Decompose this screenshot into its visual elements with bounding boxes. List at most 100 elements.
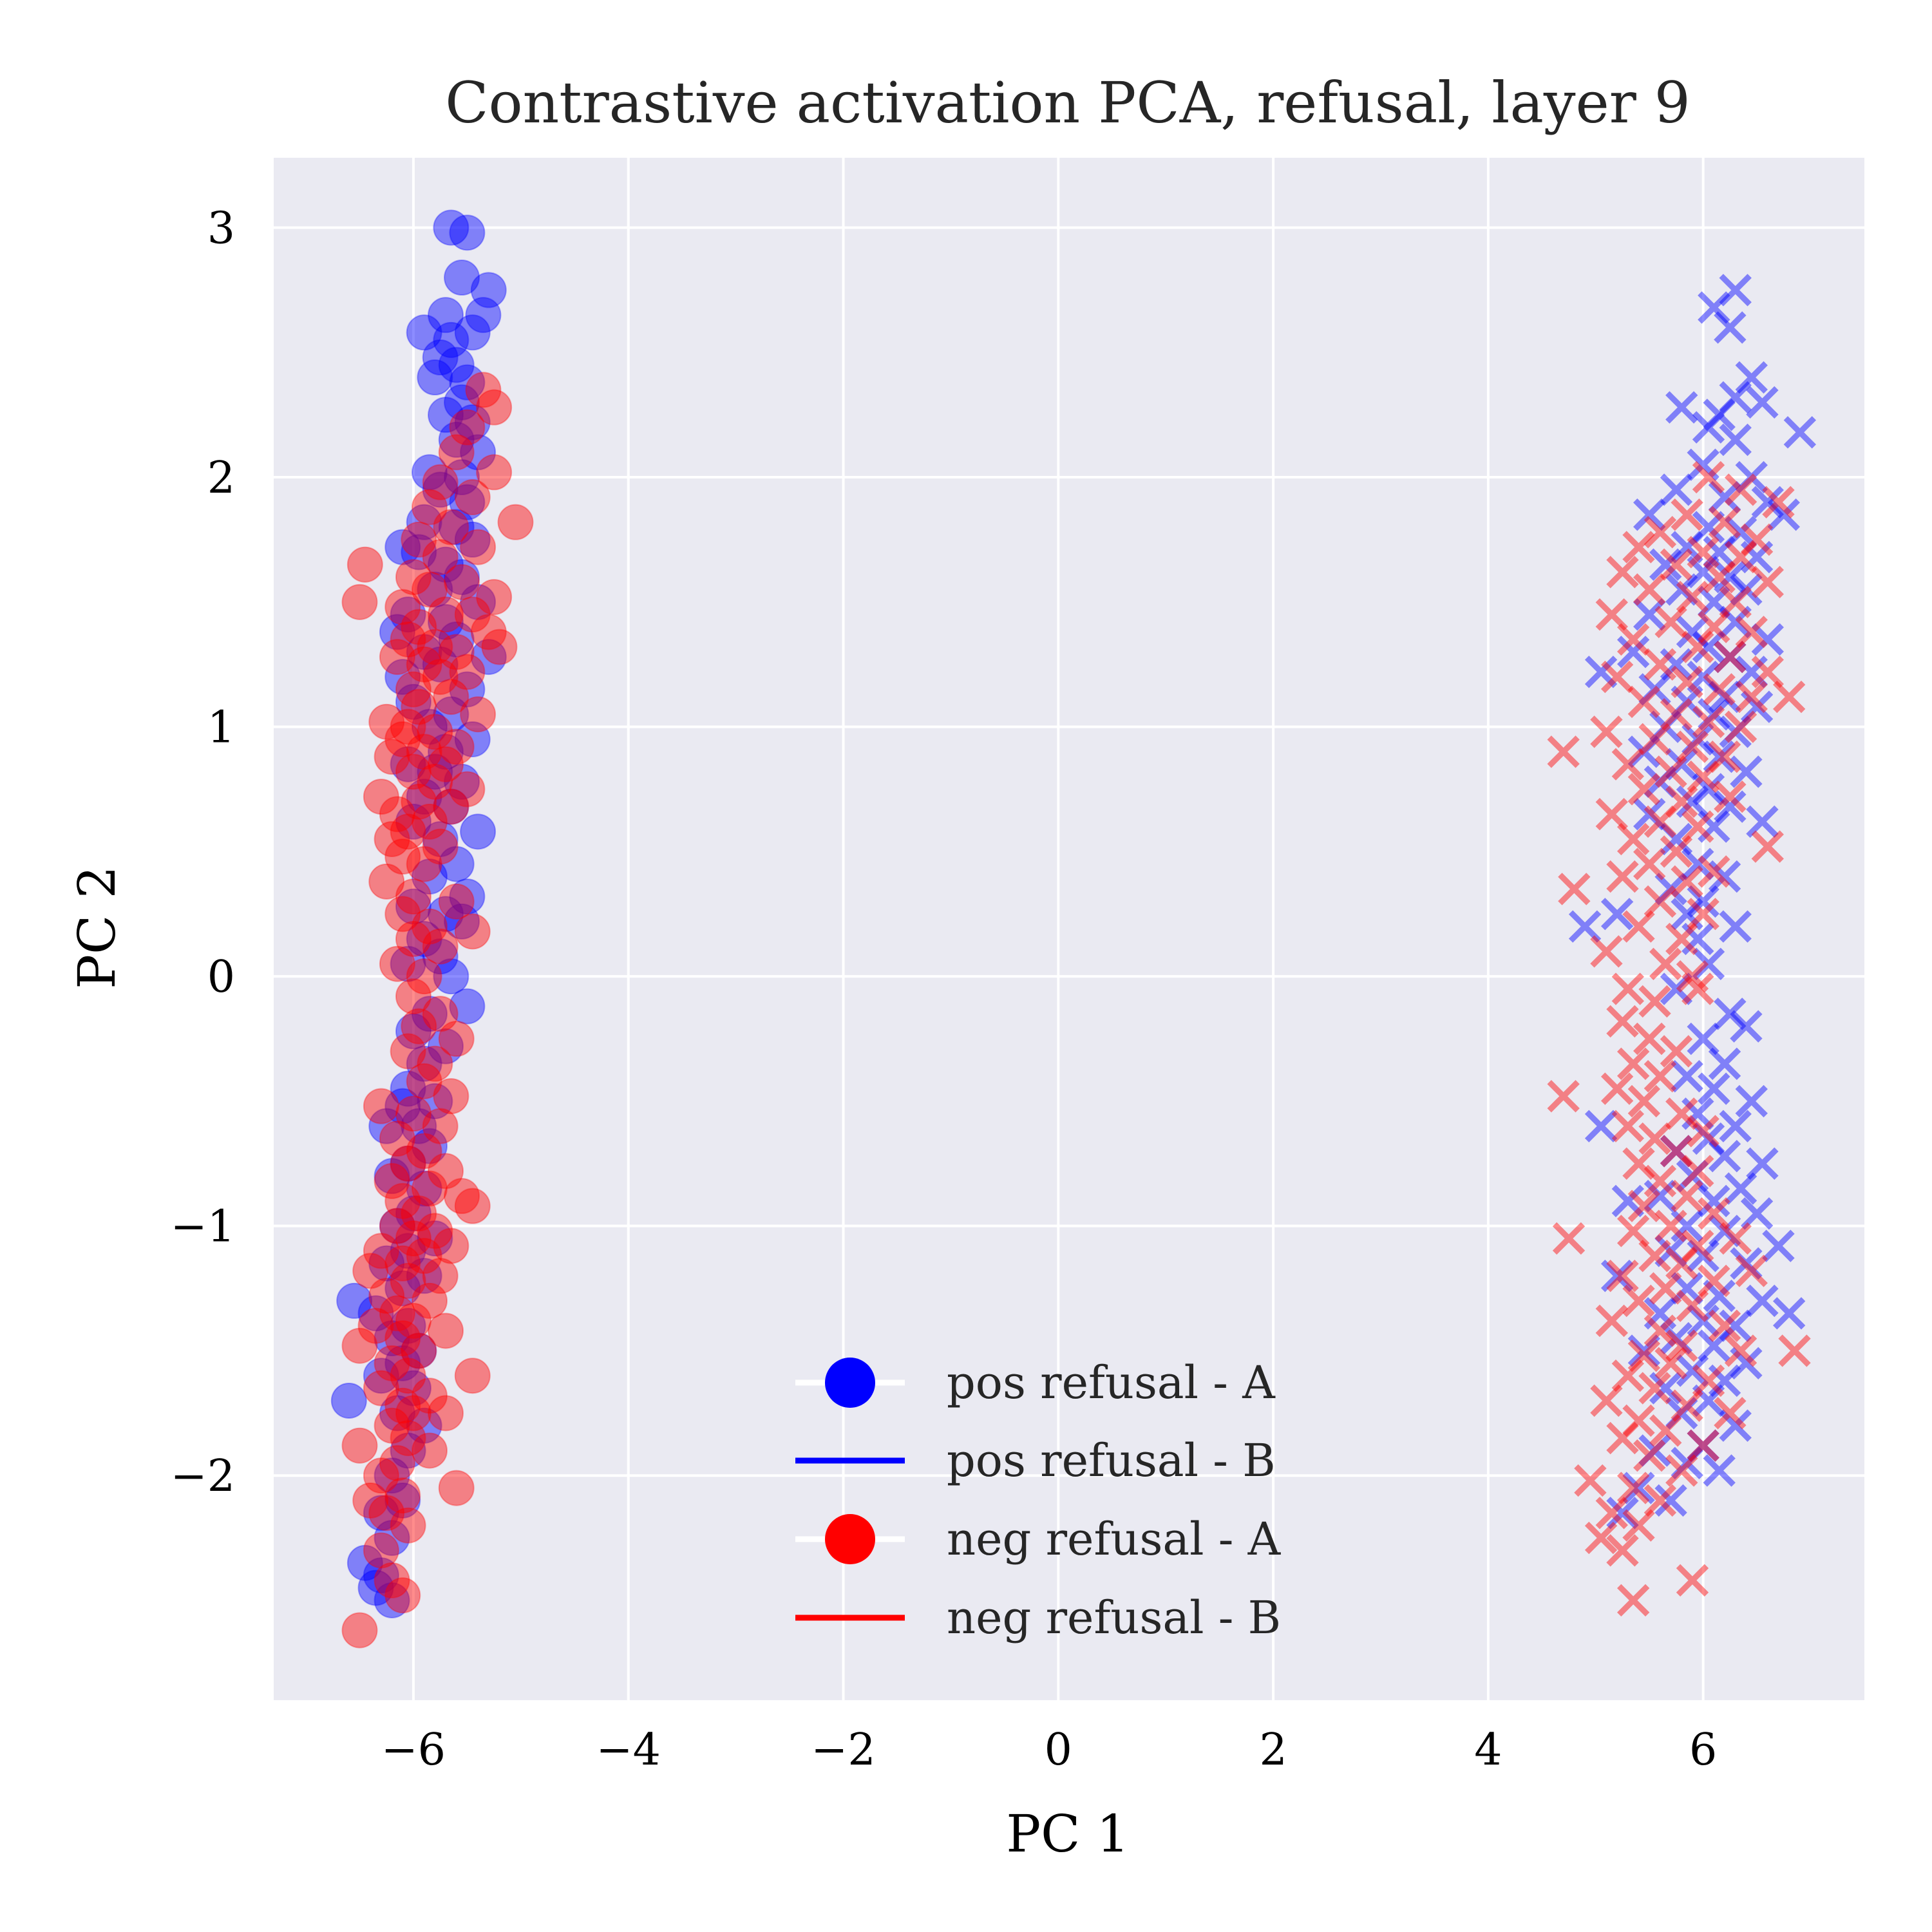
data-point	[1708, 1139, 1741, 1173]
data-point	[1708, 480, 1741, 514]
data-point	[1622, 1404, 1655, 1437]
data-point	[1671, 685, 1703, 719]
data-point	[406, 1045, 442, 1082]
data-point	[1649, 1272, 1682, 1305]
data-point	[1654, 1235, 1687, 1267]
data-point	[406, 1407, 442, 1444]
data-point	[1643, 1314, 1677, 1347]
data-point	[411, 996, 448, 1032]
data-point	[1584, 656, 1618, 688]
legend-entry: pos refusal - A	[795, 1356, 1276, 1409]
data-point	[417, 753, 453, 790]
data-point	[1740, 1197, 1774, 1230]
data-point	[1703, 398, 1736, 431]
data-point	[406, 779, 442, 815]
data-point	[428, 596, 464, 633]
data-point	[1698, 698, 1730, 731]
data-point	[1676, 1354, 1709, 1387]
data-point	[454, 1188, 491, 1224]
data-point	[1643, 765, 1677, 799]
data-point	[379, 1208, 415, 1244]
data-point	[1600, 898, 1634, 931]
data-point	[1622, 1284, 1655, 1318]
data-point	[1762, 1229, 1795, 1262]
data-point	[1660, 1321, 1693, 1355]
data-point	[1714, 640, 1747, 674]
data-point	[357, 1569, 394, 1606]
plot-area	[274, 158, 1864, 1700]
data-point	[433, 209, 469, 246]
data-point	[460, 529, 497, 565]
data-point	[363, 779, 399, 815]
data-point	[1714, 560, 1747, 594]
data-point	[1627, 1334, 1661, 1367]
data-point	[1590, 1384, 1623, 1417]
data-point	[1660, 1135, 1693, 1168]
data-point	[1692, 1122, 1725, 1155]
data-point	[384, 1088, 421, 1124]
legend-label: pos refusal - B	[947, 1434, 1276, 1487]
data-point	[1730, 1247, 1763, 1280]
data-point	[1698, 1184, 1730, 1218]
data-point	[1735, 656, 1768, 688]
data-point	[444, 903, 480, 940]
data-point	[454, 479, 491, 516]
data-point	[1687, 448, 1719, 481]
data-point	[1735, 1084, 1768, 1118]
data-point	[460, 583, 497, 620]
data-point	[379, 796, 415, 833]
y-tick-label: −1	[171, 1202, 235, 1253]
data-point	[1692, 411, 1725, 444]
data-point	[1751, 565, 1784, 599]
data-point	[428, 546, 464, 583]
data-point	[401, 609, 437, 645]
data-point	[1643, 805, 1677, 838]
data-point	[422, 820, 459, 857]
data-point	[390, 708, 426, 745]
data-point	[438, 509, 475, 545]
data-point	[1665, 1097, 1698, 1130]
data-point	[449, 484, 486, 520]
data-point	[390, 1033, 426, 1070]
data-point	[390, 1358, 426, 1394]
data-point	[395, 1013, 431, 1050]
data-point	[1692, 1384, 1725, 1417]
data-point	[1671, 665, 1703, 699]
data-point	[1692, 511, 1725, 544]
data-point	[1665, 391, 1698, 424]
data-point	[1735, 361, 1768, 394]
data-point	[1660, 822, 1693, 856]
data-point	[1627, 685, 1661, 719]
x-tick-label: 6	[1689, 1725, 1717, 1776]
legend-marker	[825, 1358, 875, 1408]
data-point	[438, 1021, 475, 1057]
data-point	[417, 1083, 453, 1119]
y-tick-label: 1	[207, 703, 235, 753]
data-point	[1643, 516, 1677, 549]
data-point	[395, 1370, 431, 1406]
data-point	[438, 346, 475, 383]
data-point	[411, 1282, 448, 1319]
data-point	[1654, 873, 1687, 905]
data-point	[1660, 972, 1693, 1005]
data-point	[1692, 1364, 1725, 1397]
data-point	[1671, 1059, 1703, 1093]
data-point	[1643, 1484, 1677, 1517]
data-point	[1616, 636, 1650, 668]
data-point	[346, 1544, 383, 1581]
data-point	[395, 978, 431, 1015]
data-point	[1772, 680, 1806, 714]
data-point	[379, 614, 415, 650]
legend-label: neg refusal - B	[947, 1591, 1281, 1644]
data-point	[1751, 623, 1784, 656]
data-point	[1547, 1079, 1580, 1113]
data-point	[428, 1395, 464, 1432]
data-point	[352, 1482, 389, 1519]
data-point	[411, 908, 448, 945]
data-point	[454, 1358, 491, 1394]
data-point	[1676, 1159, 1709, 1193]
series-3	[1547, 460, 1811, 1617]
data-point	[422, 339, 459, 376]
data-point	[406, 1133, 442, 1170]
data-point	[384, 1270, 421, 1307]
